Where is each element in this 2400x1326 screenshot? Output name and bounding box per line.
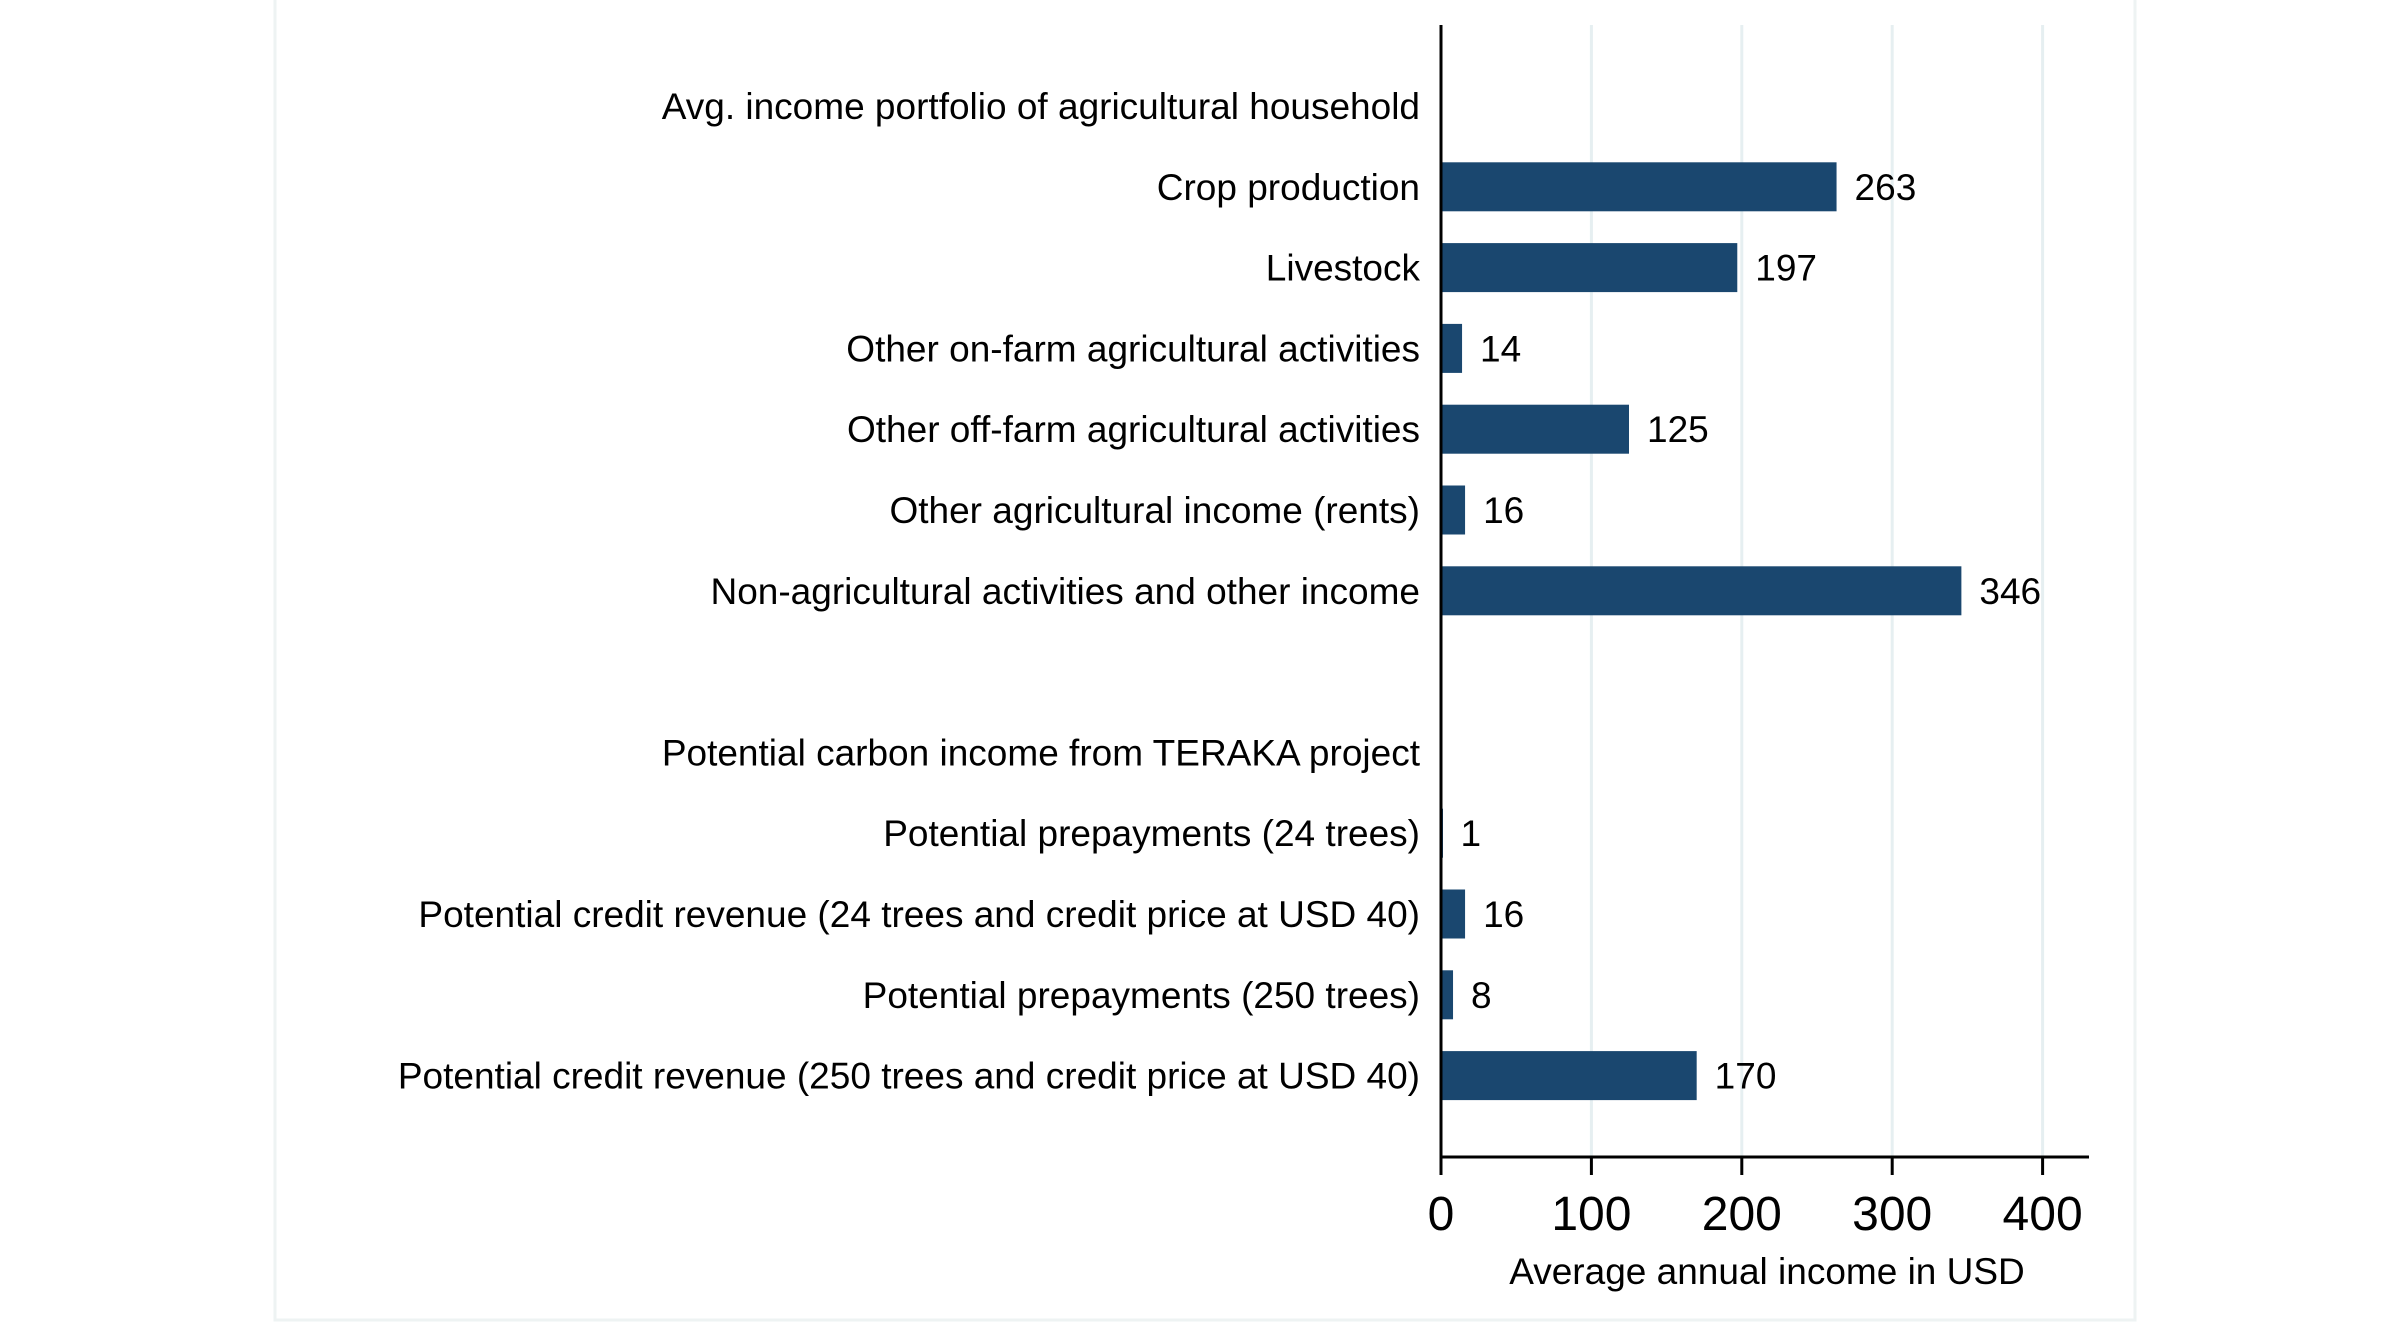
category-label: Other agricultural income (rents) (889, 490, 1420, 531)
category-label: Potential credit revenue (250 trees and … (398, 1056, 1420, 1097)
bar (1441, 566, 1962, 616)
bar-value-label: 16 (1483, 894, 1524, 935)
category-label: Other off-farm agricultural activities (847, 409, 1420, 450)
category-label: Potential credit revenue (24 trees and c… (418, 894, 1420, 935)
category-label: Other on-farm agricultural activities (846, 328, 1420, 369)
category-label: Livestock (1266, 248, 1421, 289)
bar-value-label: 14 (1480, 328, 1521, 369)
bar-value-label: 346 (1979, 571, 2041, 612)
bar-value-label: 1 (1461, 813, 1482, 854)
bar-value-label: 16 (1483, 490, 1524, 531)
bar (1441, 889, 1466, 939)
x-tick-label: 400 (2003, 1188, 2083, 1241)
x-tick-label: 300 (1852, 1188, 1932, 1241)
plot-frame (273, 0, 2137, 1322)
x-tick-label: 0 (1428, 1188, 1455, 1241)
bar-value-label: 263 (1855, 167, 1917, 208)
bar (1441, 404, 1629, 454)
bar-value-label: 170 (1715, 1056, 1777, 1097)
bar (1441, 243, 1738, 293)
category-label: Potential prepayments (250 trees) (863, 975, 1420, 1016)
x-axis-title: Average annual income in USD (1509, 1251, 2025, 1292)
category-label: Non-agricultural activities and other in… (710, 571, 1420, 612)
category-label: Crop production (1157, 167, 1420, 208)
bar-value-label: 197 (1755, 248, 1817, 289)
bar (1441, 1051, 1697, 1101)
group-header-label: Avg. income portfolio of agricultural ho… (662, 86, 1420, 127)
x-tick-label: 200 (1702, 1188, 1782, 1241)
bar-value-label: 8 (1471, 975, 1492, 1016)
category-label: Potential prepayments (24 trees) (883, 813, 1420, 854)
x-tick-label: 100 (1551, 1188, 1631, 1241)
bar-value-label: 125 (1647, 409, 1709, 450)
bar (1441, 970, 1454, 1020)
bar (1441, 323, 1463, 373)
bar (1441, 162, 1837, 212)
group-header-label: Potential carbon income from TERAKA proj… (662, 732, 1421, 773)
bar (1441, 485, 1466, 535)
